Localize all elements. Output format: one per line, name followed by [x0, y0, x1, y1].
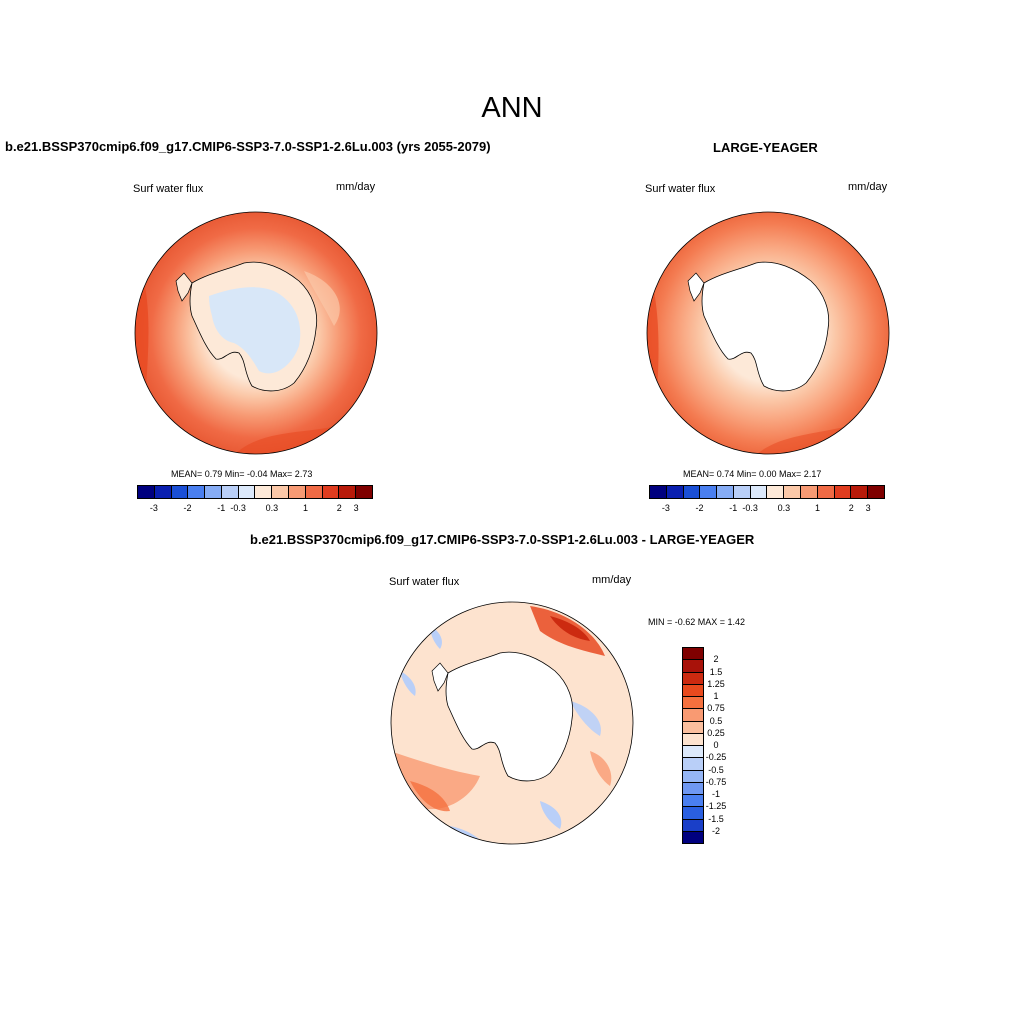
colorbar-swatch: [138, 486, 155, 498]
colorbar-swatch: [272, 486, 290, 498]
colorbar-swatch: [322, 486, 340, 498]
colorbar-swatch: [356, 486, 372, 498]
colorbar-tick-label: 3: [353, 503, 359, 513]
colorbar-tick-label: 1.5: [709, 666, 723, 677]
panel1-colorbar-labels: -3 -2 -1 -0.3 0.3 1 2 3: [137, 503, 373, 515]
panel1-stats: MEAN= 0.79 Min= -0.04 Max= 2.73: [171, 469, 313, 479]
colorbar-swatch: [683, 795, 703, 808]
panel3-map: [390, 601, 634, 845]
colorbar-tick-label: -3: [149, 503, 158, 513]
panel3-stats: MIN = -0.62 MAX = 1.42: [648, 617, 746, 627]
panel1-title: b.e21.BSSP370cmip6.f09_g17.CMIP6-SSP3-7.…: [5, 139, 491, 154]
colorbar-swatch: [221, 486, 239, 498]
colorbar-tick-label: -2: [183, 503, 192, 513]
panel1-variable-label: Surf water flux: [133, 183, 204, 195]
colorbar-swatch: [683, 709, 703, 722]
colorbar-swatch: [817, 486, 835, 498]
colorbar-swatch: [305, 486, 323, 498]
colorbar-tick-label: 1: [815, 503, 821, 513]
colorbar-swatch: [700, 486, 718, 498]
colorbar-tick-label: -1.25: [705, 801, 727, 812]
colorbar-swatch: [801, 486, 818, 498]
colorbar-tick-label: 1.25: [707, 678, 725, 689]
colorbar-swatch: [238, 486, 256, 498]
colorbar-swatch: [683, 672, 703, 685]
colorbar-swatch: [683, 758, 703, 771]
colorbar-tick-label: -1: [729, 503, 738, 513]
colorbar-tick-label: -2: [711, 825, 721, 836]
panel2-map: [646, 211, 890, 455]
colorbar-swatch: [683, 746, 703, 759]
colorbar-swatch: [683, 831, 703, 843]
panel2-colorbar-labels: -3 -2 -1 -0.3 0.3 1 2 3: [649, 503, 885, 515]
colorbar-swatch: [154, 486, 172, 498]
colorbar-tick-label: -0.5: [708, 764, 724, 775]
colorbar-tick-label: -1: [217, 503, 226, 513]
colorbar-swatch: [205, 486, 222, 498]
figure-title: ANN: [481, 92, 543, 124]
colorbar-tick-label: 2: [713, 654, 719, 665]
colorbar-swatch: [339, 486, 357, 498]
colorbar-swatch: [683, 660, 703, 673]
colorbar-swatch: [171, 486, 189, 498]
panel1-units-label: mm/day: [336, 181, 376, 193]
panel3-title: b.e21.BSSP370cmip6.f09_g17.CMIP6-SSP3-7.…: [250, 532, 755, 547]
colorbar-swatch: [767, 486, 785, 498]
colorbar-swatch: [750, 486, 768, 498]
colorbar-swatch: [683, 819, 703, 832]
colorbar-swatch: [666, 486, 684, 498]
colorbar-swatch: [834, 486, 852, 498]
colorbar-swatch: [683, 697, 703, 710]
colorbar-tick-label: 0: [713, 740, 719, 750]
colorbar-tick-label: -2: [695, 503, 704, 513]
colorbar-swatch: [851, 486, 869, 498]
colorbar-tick-label: 1: [303, 503, 309, 513]
colorbar-swatch: [683, 807, 703, 820]
colorbar-swatch: [683, 733, 703, 746]
colorbar-tick-label: 0.3: [777, 503, 791, 513]
panel2-colorbar: [649, 485, 885, 499]
colorbar-swatch: [733, 486, 751, 498]
panel2-variable-label: Surf water flux: [645, 183, 716, 195]
colorbar-tick-label: 2: [336, 503, 342, 513]
colorbar-tick-label: 1: [713, 691, 719, 701]
colorbar-swatch: [784, 486, 802, 498]
colorbar-tick-label: 0.75: [707, 703, 725, 714]
colorbar-tick-label: 0.5: [709, 715, 723, 726]
colorbar-tick-label: -3: [661, 503, 670, 513]
colorbar-tick-label: -1.5: [708, 813, 724, 824]
colorbar-tick-label: 0.3: [265, 503, 279, 513]
panel2-stats: MEAN= 0.74 Min= 0.00 Max= 2.17: [683, 469, 822, 479]
colorbar-tick-label: 2: [848, 503, 854, 513]
panel3-variable-label: Surf water flux: [389, 576, 460, 588]
colorbar-swatch: [188, 486, 206, 498]
colorbar-tick-label: -0.3: [742, 503, 758, 513]
colorbar-swatch: [717, 486, 734, 498]
colorbar-tick-label: -1: [711, 789, 721, 799]
panel2-units-label: mm/day: [848, 181, 888, 193]
colorbar-swatch: [683, 770, 703, 783]
colorbar-swatch: [289, 486, 306, 498]
colorbar-swatch: [683, 782, 703, 795]
colorbar-swatch: [255, 486, 273, 498]
colorbar-swatch: [650, 486, 667, 498]
colorbar-swatch: [683, 486, 701, 498]
colorbar-tick-label: -0.3: [230, 503, 246, 513]
panel1-colorbar: [137, 485, 373, 499]
panel3-units-label: mm/day: [592, 574, 632, 586]
colorbar-swatch: [683, 648, 703, 661]
panel3-colorbar-labels: 2 1.5 1.25 1 0.75 0.5 0.25 0 -0.25 -0.5 -0.75 -1 -1.…: [704, 647, 734, 843]
colorbar-tick-label: 0.25: [707, 727, 725, 738]
colorbar-swatch: [868, 486, 884, 498]
colorbar-swatch: [683, 684, 703, 697]
colorbar-swatch: [683, 721, 703, 734]
panel3-colorbar: [682, 647, 704, 844]
panel1-map: [134, 211, 378, 455]
colorbar-tick-label: 3: [865, 503, 871, 513]
colorbar-tick-label: -0.75: [705, 776, 727, 787]
colorbar-tick-label: -0.25: [705, 752, 727, 763]
panel2-title: LARGE-YEAGER: [713, 140, 818, 155]
